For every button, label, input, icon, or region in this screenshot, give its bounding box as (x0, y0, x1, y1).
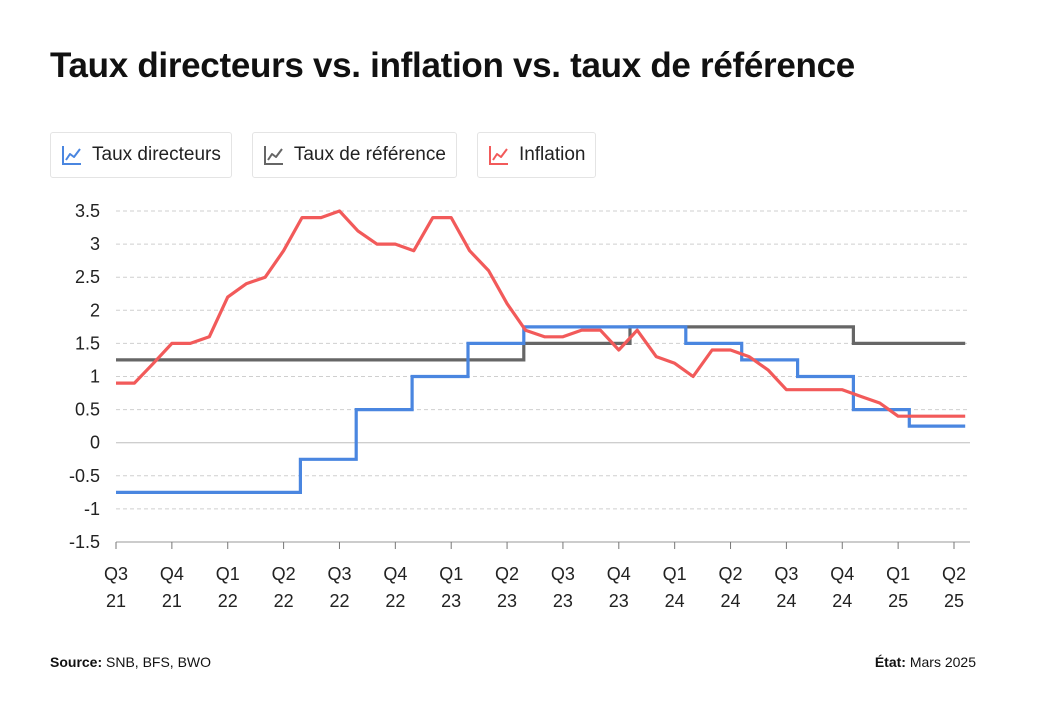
x-tick-quarter: Q3 (327, 564, 351, 584)
x-tick-quarter: Q1 (663, 564, 687, 584)
source-note: Source: SNB, BFS, BWO (50, 654, 211, 670)
axis-layer: 3.532.521.510.50-0.5-1-1.5Q321Q421Q122Q2… (69, 201, 970, 611)
y-tick-label: -1.5 (69, 532, 100, 552)
legend-item-taux-de-reference[interactable]: Taux de référence (251, 132, 457, 178)
legend-item-inflation[interactable]: Inflation (476, 132, 597, 178)
x-tick-year: 24 (665, 591, 685, 611)
x-tick-year: 21 (162, 591, 182, 611)
x-tick-year: 22 (329, 591, 349, 611)
x-tick-year: 25 (888, 591, 908, 611)
x-tick-year: 22 (385, 591, 405, 611)
y-tick-label: 1 (90, 367, 100, 387)
y-tick-label: 2.5 (75, 267, 100, 287)
y-tick-label: 0.5 (75, 400, 100, 420)
y-tick-label: 3 (90, 234, 100, 254)
x-tick-year: 24 (721, 591, 741, 611)
legend-label: Taux de référence (293, 144, 446, 165)
y-tick-label: 3.5 (75, 201, 100, 221)
x-tick-quarter: Q2 (272, 564, 296, 584)
x-tick-quarter: Q1 (439, 564, 463, 584)
x-tick-year: 22 (218, 591, 238, 611)
series-line-taux-de-reference (116, 325, 966, 362)
x-tick-quarter: Q4 (830, 564, 854, 584)
y-tick-label: 1.5 (75, 333, 100, 353)
x-tick-year: 22 (274, 591, 294, 611)
legend-label: Inflation (518, 144, 586, 165)
line-chart-icon (263, 146, 283, 165)
x-tick-year: 23 (497, 591, 517, 611)
x-tick-year: 23 (609, 591, 629, 611)
line-chart-icon (62, 146, 81, 165)
chart-legend: Taux directeurs Taux de référence Inflat… (50, 132, 597, 178)
x-tick-quarter: Q4 (160, 564, 184, 584)
y-tick-label: -1 (84, 499, 100, 519)
x-tick-quarter: Q2 (942, 564, 966, 584)
x-tick-year: 21 (106, 591, 126, 611)
y-tick-label: 0 (90, 433, 100, 453)
x-tick-quarter: Q3 (551, 564, 575, 584)
date-note: État: Mars 2025 (875, 654, 976, 670)
legend-label: Taux directeurs (92, 144, 221, 165)
x-tick-quarter: Q4 (383, 564, 407, 584)
chart-title: Taux directeurs vs. inflation vs. taux d… (50, 46, 855, 85)
source-label: Source: (50, 654, 103, 670)
y-tick-label: -0.5 (69, 466, 100, 486)
x-tick-quarter: Q2 (495, 564, 519, 584)
line-chart-icon (488, 146, 508, 165)
x-tick-quarter: Q3 (104, 564, 128, 584)
x-tick-quarter: Q3 (774, 564, 798, 584)
x-tick-year: 23 (441, 591, 461, 611)
x-tick-quarter: Q1 (216, 564, 240, 584)
date-value: Mars 2025 (909, 654, 976, 670)
x-tick-year: 25 (944, 591, 964, 611)
series-layer (116, 209, 966, 494)
legend-item-taux-directeurs[interactable]: Taux directeurs (50, 132, 232, 178)
x-tick-quarter: Q2 (719, 564, 743, 584)
x-tick-quarter: Q4 (607, 564, 631, 584)
series-line-inflation (116, 209, 966, 418)
x-tick-year: 24 (776, 591, 796, 611)
x-tick-year: 23 (553, 591, 573, 611)
x-tick-year: 24 (832, 591, 852, 611)
source-value: SNB, BFS, BWO (106, 654, 212, 670)
y-tick-label: 2 (90, 300, 100, 320)
date-label: État: (874, 654, 906, 670)
x-tick-quarter: Q1 (886, 564, 910, 584)
